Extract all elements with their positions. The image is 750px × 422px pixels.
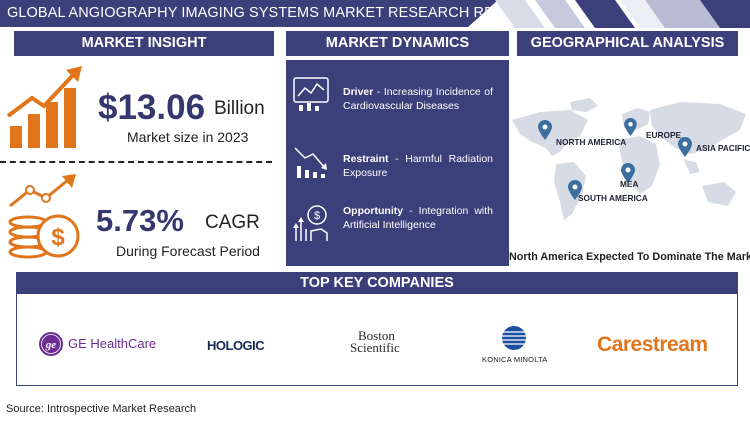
opportunity-text: - Integration with Artificial Intelligen… — [343, 205, 493, 231]
coin-stack-growth-icon: $ — [8, 174, 80, 259]
hologic-logo: HOLOGIC — [207, 338, 265, 353]
line-chart-monitor-icon — [293, 77, 329, 111]
decorative-stripes — [495, 0, 750, 28]
divider — [0, 161, 272, 163]
ge-monogram-icon: ge — [39, 332, 63, 356]
cagr-unit: CAGR — [205, 212, 260, 233]
region-mea: MEA — [620, 179, 639, 189]
region-south-america: SOUTH AMERICA — [578, 193, 648, 203]
boston-scientific-logo: Boston Scientific — [350, 328, 400, 354]
driver-label: Driver — [343, 86, 374, 98]
title-banner: GLOBAL ANGIOGRAPHY IMAGING SYSTEMS MARKE… — [0, 0, 498, 27]
pin-mea-icon — [621, 163, 635, 183]
pin-europe-icon — [624, 118, 637, 136]
geography-caption: North America Expected To Dominate The M… — [509, 251, 750, 263]
source-note: Source: Introspective Market Research — [6, 403, 197, 415]
top-key-companies-header: TOP KEY COMPANIES — [16, 272, 738, 294]
region-asia-pacific: ASIA PACIFIC — [696, 143, 750, 153]
region-north-america: NORTH AMERICA — [556, 137, 627, 147]
restraint-text: - Harmful Radiation Exposure — [343, 153, 493, 179]
market-dynamics-panel — [286, 60, 509, 266]
ge-monogram-text: ge — [45, 339, 57, 351]
driver-text: - Increasing Incidence of Cardiovascular… — [343, 86, 493, 112]
restraint-item: Restraint - Harmful Radiation Exposure — [343, 153, 493, 180]
scientific-text: Scientific — [350, 340, 400, 355]
report-title: GLOBAL ANGIOGRAPHY IMAGING SYSTEMS MARKE… — [7, 5, 535, 21]
cagr-caption: During Forecast Period — [116, 243, 260, 259]
konica-minolta-icon — [502, 326, 526, 350]
growth-bar-chart-icon — [6, 66, 82, 148]
market-dynamics-header: MARKET DYNAMICS — [286, 31, 509, 56]
declining-chart-icon — [294, 147, 327, 178]
svg-text:$: $ — [314, 210, 320, 222]
ge-healthcare-logo: GE HealthCare — [68, 336, 157, 351]
market-size-value: $13.06 — [98, 88, 206, 127]
boston-text: Boston — [358, 328, 395, 343]
world-map — [512, 98, 746, 220]
pin-asia-pacific-icon — [678, 137, 692, 157]
region-europe: EUROPE — [646, 130, 682, 140]
pin-north-america-icon — [538, 120, 552, 140]
restraint-label: Restraint — [343, 153, 389, 165]
dollar-growth-hand-icon: $ — [293, 205, 328, 241]
pin-south-america-icon — [568, 180, 582, 200]
opportunity-item: Opportunity - Integration with Artificia… — [343, 205, 493, 232]
carestream-logo: Carestream — [597, 333, 708, 356]
konica-minolta-logo: KONICA MINOLTA — [482, 355, 548, 364]
geographical-analysis-header: GEOGRAPHICAL ANALYSIS — [517, 31, 738, 56]
opportunity-label: Opportunity — [343, 205, 404, 217]
market-insight-header: MARKET INSIGHT — [14, 31, 274, 56]
cagr-value: 5.73% — [96, 203, 184, 238]
market-size-caption: Market size in 2023 — [127, 129, 249, 145]
svg-text:$: $ — [51, 224, 65, 251]
market-size-unit: Billion — [214, 98, 265, 119]
driver-item: Driver - Increasing Incidence of Cardiov… — [343, 86, 493, 113]
